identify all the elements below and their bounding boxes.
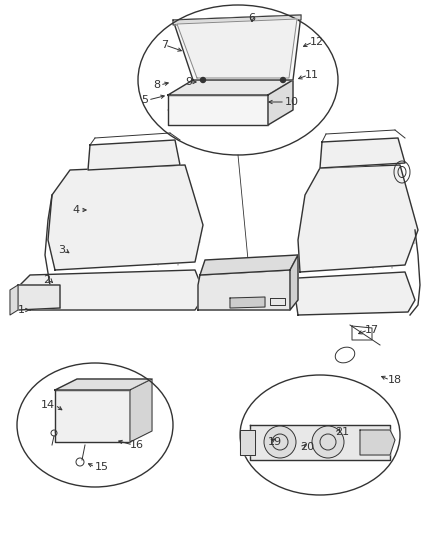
Polygon shape (250, 425, 390, 460)
Polygon shape (173, 15, 301, 25)
Polygon shape (268, 80, 293, 125)
Text: 21: 21 (335, 427, 349, 437)
Polygon shape (10, 285, 18, 315)
Text: 17: 17 (365, 325, 379, 335)
Polygon shape (55, 379, 152, 390)
Text: 8: 8 (153, 80, 160, 90)
Polygon shape (198, 270, 295, 310)
Polygon shape (200, 255, 298, 275)
Text: 12: 12 (310, 37, 324, 47)
Text: 18: 18 (388, 375, 402, 385)
Text: 4: 4 (73, 205, 80, 215)
Text: 9: 9 (185, 77, 192, 87)
Text: 20: 20 (300, 442, 314, 452)
Text: 3: 3 (58, 245, 65, 255)
Polygon shape (177, 19, 297, 78)
Polygon shape (20, 270, 205, 310)
Polygon shape (173, 15, 301, 80)
Polygon shape (168, 95, 268, 125)
Circle shape (201, 77, 205, 83)
Text: 10: 10 (285, 97, 299, 107)
Polygon shape (130, 379, 152, 442)
Text: 7: 7 (161, 40, 168, 50)
Polygon shape (88, 140, 180, 170)
Text: 6: 6 (248, 13, 255, 23)
Polygon shape (18, 285, 60, 310)
Text: 14: 14 (41, 400, 55, 410)
Polygon shape (55, 390, 130, 442)
Circle shape (264, 426, 296, 458)
Polygon shape (290, 255, 298, 310)
Polygon shape (295, 272, 415, 315)
Polygon shape (320, 138, 405, 168)
Text: 5: 5 (141, 95, 148, 105)
Text: 15: 15 (95, 462, 109, 472)
Polygon shape (168, 80, 293, 95)
Text: 2: 2 (43, 275, 50, 285)
Text: 1: 1 (18, 305, 25, 315)
Polygon shape (230, 297, 265, 308)
Polygon shape (360, 430, 395, 455)
Polygon shape (240, 430, 255, 455)
Text: 19: 19 (268, 437, 282, 447)
Polygon shape (48, 165, 203, 270)
Text: 16: 16 (130, 440, 144, 450)
Circle shape (280, 77, 286, 83)
Circle shape (312, 426, 344, 458)
Text: 11: 11 (305, 70, 319, 80)
Polygon shape (298, 165, 418, 272)
